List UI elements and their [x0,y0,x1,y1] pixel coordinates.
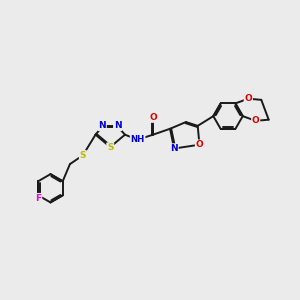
Text: F: F [35,194,41,203]
Text: S: S [80,151,86,160]
Text: O: O [149,113,157,122]
Text: O: O [244,94,252,103]
Text: N: N [114,122,122,130]
Text: S: S [107,143,113,152]
Text: NH: NH [130,135,145,144]
Text: N: N [170,144,178,153]
Text: N: N [98,122,106,130]
Text: O: O [196,140,203,149]
Text: O: O [252,116,260,125]
